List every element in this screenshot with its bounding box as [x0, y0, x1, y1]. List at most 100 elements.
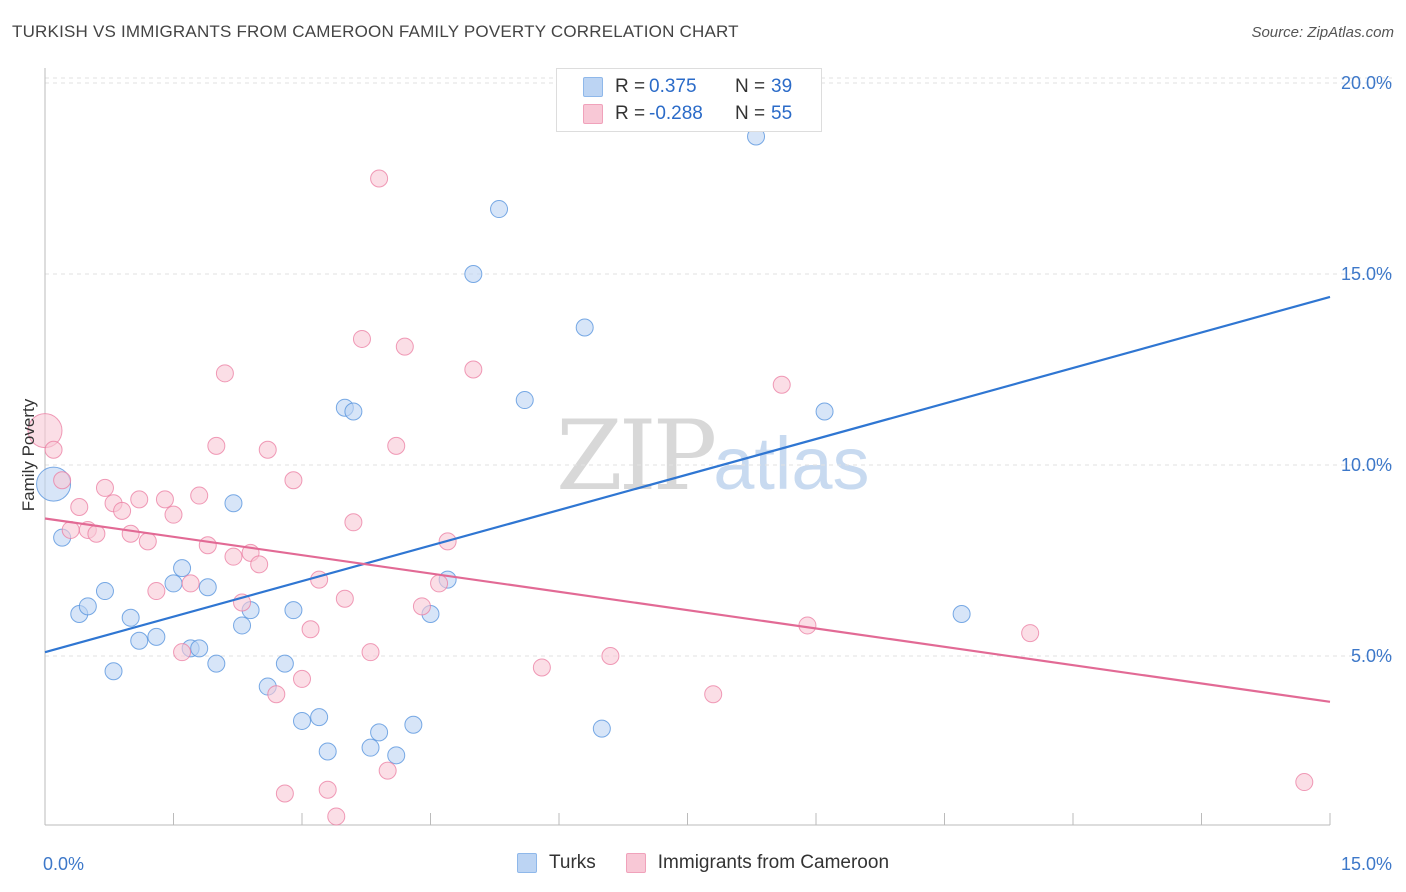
point-cameroon	[198, 536, 217, 555]
point-cameroon	[181, 574, 200, 593]
point-cameroon	[250, 555, 269, 574]
point-cameroon	[344, 513, 363, 532]
y-tick-label: 10.0%	[1341, 455, 1392, 475]
point-turks	[404, 715, 423, 734]
chart-title: TURKISH VS IMMIGRANTS FROM CAMEROON FAMI…	[12, 22, 739, 41]
point-cameroon	[1021, 624, 1040, 643]
legend-r-value: 0.375	[649, 76, 697, 97]
point-cameroon	[207, 436, 226, 455]
legend-n-value: 39	[771, 76, 793, 97]
point-cameroon	[53, 471, 72, 490]
legend-swatch-turks	[516, 853, 537, 873]
point-turks	[293, 711, 311, 730]
point-turks	[104, 662, 123, 681]
legend-item-turks: Turks	[516, 852, 596, 874]
point-turks	[318, 742, 337, 761]
series-legend: Turks Immigrants from Cameroon	[0, 852, 1406, 874]
point-cameroon	[275, 784, 294, 803]
point-turks	[78, 597, 97, 616]
y-tick-label: 15.0%	[1341, 264, 1392, 284]
point-turks	[190, 639, 209, 658]
point-cameroon	[301, 620, 320, 639]
point-turks	[515, 391, 534, 410]
legend-n-label: N =	[735, 103, 766, 124]
point-cameroon	[395, 337, 414, 356]
point-turks	[361, 738, 380, 757]
point-cameroon	[387, 436, 406, 455]
point-turks	[952, 604, 971, 623]
point-cameroon	[327, 807, 346, 826]
legend-row-cameroon: R = -0.288 N = 55	[583, 102, 792, 126]
point-cameroon	[121, 524, 140, 543]
point-turks	[490, 200, 509, 219]
correlation-legend: R = 0.375 N = 39 R = -0.288 N = 55	[556, 68, 822, 132]
y-axis-label: Family Poverty	[19, 398, 38, 511]
trend-line-turks	[44, 295, 1331, 654]
legend-row-turks: R = 0.375 N = 39	[583, 75, 792, 99]
point-cameroon	[318, 780, 337, 799]
point-turks	[147, 627, 166, 646]
point-cameroon	[87, 524, 106, 543]
watermark: ZIPatlas	[556, 400, 870, 512]
y-tick-label: 20.0%	[1341, 73, 1392, 93]
point-cameroon	[1295, 773, 1314, 792]
trend-lines	[44, 295, 1331, 703]
point-turks	[815, 402, 834, 421]
point-cameroon	[335, 589, 354, 608]
point-cameroon	[430, 574, 449, 593]
point-cameroon	[215, 364, 234, 383]
y-tick-label: 5.0%	[1351, 646, 1392, 666]
point-turks	[464, 265, 483, 283]
source-label: Source: ZipAtlas.com	[1251, 24, 1394, 41]
watermark-atlas: atlas	[713, 422, 870, 505]
point-cameroon	[284, 471, 303, 490]
point-turks	[575, 318, 594, 337]
point-cameroon	[601, 647, 620, 665]
point-turks	[198, 578, 217, 597]
point-turks	[387, 746, 406, 765]
point-cameroon	[464, 360, 483, 379]
point-turks	[592, 719, 611, 738]
point-cameroon	[130, 490, 149, 509]
legend-r-label: R =	[615, 76, 646, 97]
point-cameroon	[704, 685, 723, 704]
point-cameroon	[95, 478, 114, 497]
data-points	[27, 127, 1314, 826]
point-turks	[130, 631, 149, 650]
point-cameroon	[173, 643, 192, 662]
point-turks	[284, 601, 303, 620]
point-cameroon	[147, 582, 166, 601]
legend-r-value: -0.288	[649, 103, 703, 124]
point-cameroon	[412, 597, 431, 616]
point-cameroon	[258, 440, 277, 459]
legend-n-value: 55	[771, 103, 793, 124]
watermark-zip: ZIP	[556, 400, 717, 512]
point-cameroon	[370, 169, 389, 188]
point-cameroon	[155, 490, 174, 509]
point-cameroon	[352, 329, 371, 348]
point-turks	[164, 574, 183, 593]
point-cameroon	[532, 658, 551, 677]
point-turks	[233, 616, 252, 635]
x-tick-label-max: 15.0%	[1341, 854, 1392, 874]
point-cameroon	[44, 440, 63, 459]
point-cameroon	[190, 486, 209, 505]
point-cameroon	[293, 669, 311, 688]
point-cameroon	[113, 501, 132, 520]
point-turks	[121, 608, 140, 627]
axes	[44, 68, 1331, 826]
trend-line-cameroon	[44, 517, 1331, 703]
point-cameroon	[772, 375, 791, 394]
tick-labels: 5.0% 10.0% 15.0% 20.0% 0.0% 15.0%	[43, 73, 1392, 874]
grid-lines	[45, 77, 1392, 657]
legend-swatch-cameroon	[625, 853, 646, 873]
legend-label-turks: Turks	[548, 852, 596, 873]
point-turks	[224, 494, 243, 513]
legend-label-cameroon: Immigrants from Cameroon	[657, 852, 890, 873]
legend-swatch-cameroon	[583, 104, 603, 124]
point-cameroon	[70, 498, 89, 517]
point-cameroon	[224, 547, 243, 566]
legend-n-label: N =	[735, 76, 766, 97]
point-turks	[310, 708, 329, 727]
